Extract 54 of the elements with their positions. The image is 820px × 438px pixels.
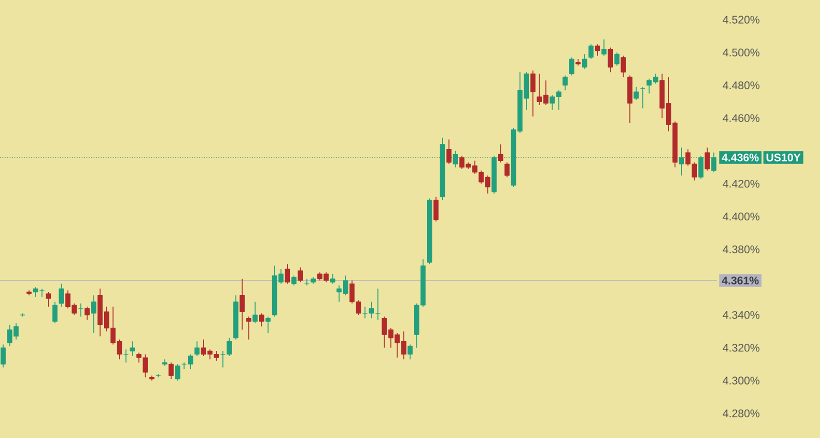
y-tick-label: 4.420% [722,180,760,188]
candlestick [284,264,290,284]
candlestick [594,44,600,56]
candlestick [168,362,174,380]
candlestick [252,301,258,324]
candlestick [291,275,296,286]
candlestick [175,364,180,382]
candlestick [620,55,626,78]
candlestick [634,86,639,101]
y-tick-label: 4.340% [722,311,760,319]
y-tick-label: 4.460% [722,114,760,122]
y-tick-label: 4.400% [722,212,760,220]
candlestick [640,86,646,109]
candlestick [498,144,504,163]
y-tick-label: 4.280% [722,409,760,418]
ref-line-label: 4.361% [722,276,759,284]
text: US10Y [766,154,801,162]
candlestick [246,316,252,340]
candlestick [194,340,200,356]
candlestick [704,147,710,172]
candlestick [608,47,613,73]
candlestick [265,316,271,334]
candlestick [0,344,6,368]
y-tick-label: 4.320% [722,344,760,352]
y-tick-label: 4.520% [722,16,760,24]
candlestick [582,54,588,70]
candlestick [78,303,84,318]
candlestick [504,162,510,178]
candlestick [123,348,129,363]
candlestick [433,196,439,222]
y-tick-label: 4.300% [722,376,760,384]
y-tick-label: 4.500% [722,48,760,56]
candlestick [446,138,452,164]
candlestick [259,312,264,327]
candlestick [614,52,620,66]
ref-line-label: 4.436% [722,154,759,162]
candlestick [130,340,135,356]
candlestick [562,75,568,91]
candlestick [408,344,413,360]
candlestick [52,301,58,324]
candlestick [569,56,574,76]
candlestick [298,266,303,283]
candlestick [240,278,245,330]
y-tick-label: 4.380% [722,245,760,254]
candlestick [46,292,52,308]
candlestick [530,70,536,117]
candlestick [84,306,90,320]
candlestick [91,294,96,334]
candlestick [601,38,607,56]
candlestick [304,278,310,286]
candlestick [588,44,594,60]
candlestick [58,283,64,308]
y-tick-label: 4.480% [722,81,760,90]
candlestick [330,273,336,284]
